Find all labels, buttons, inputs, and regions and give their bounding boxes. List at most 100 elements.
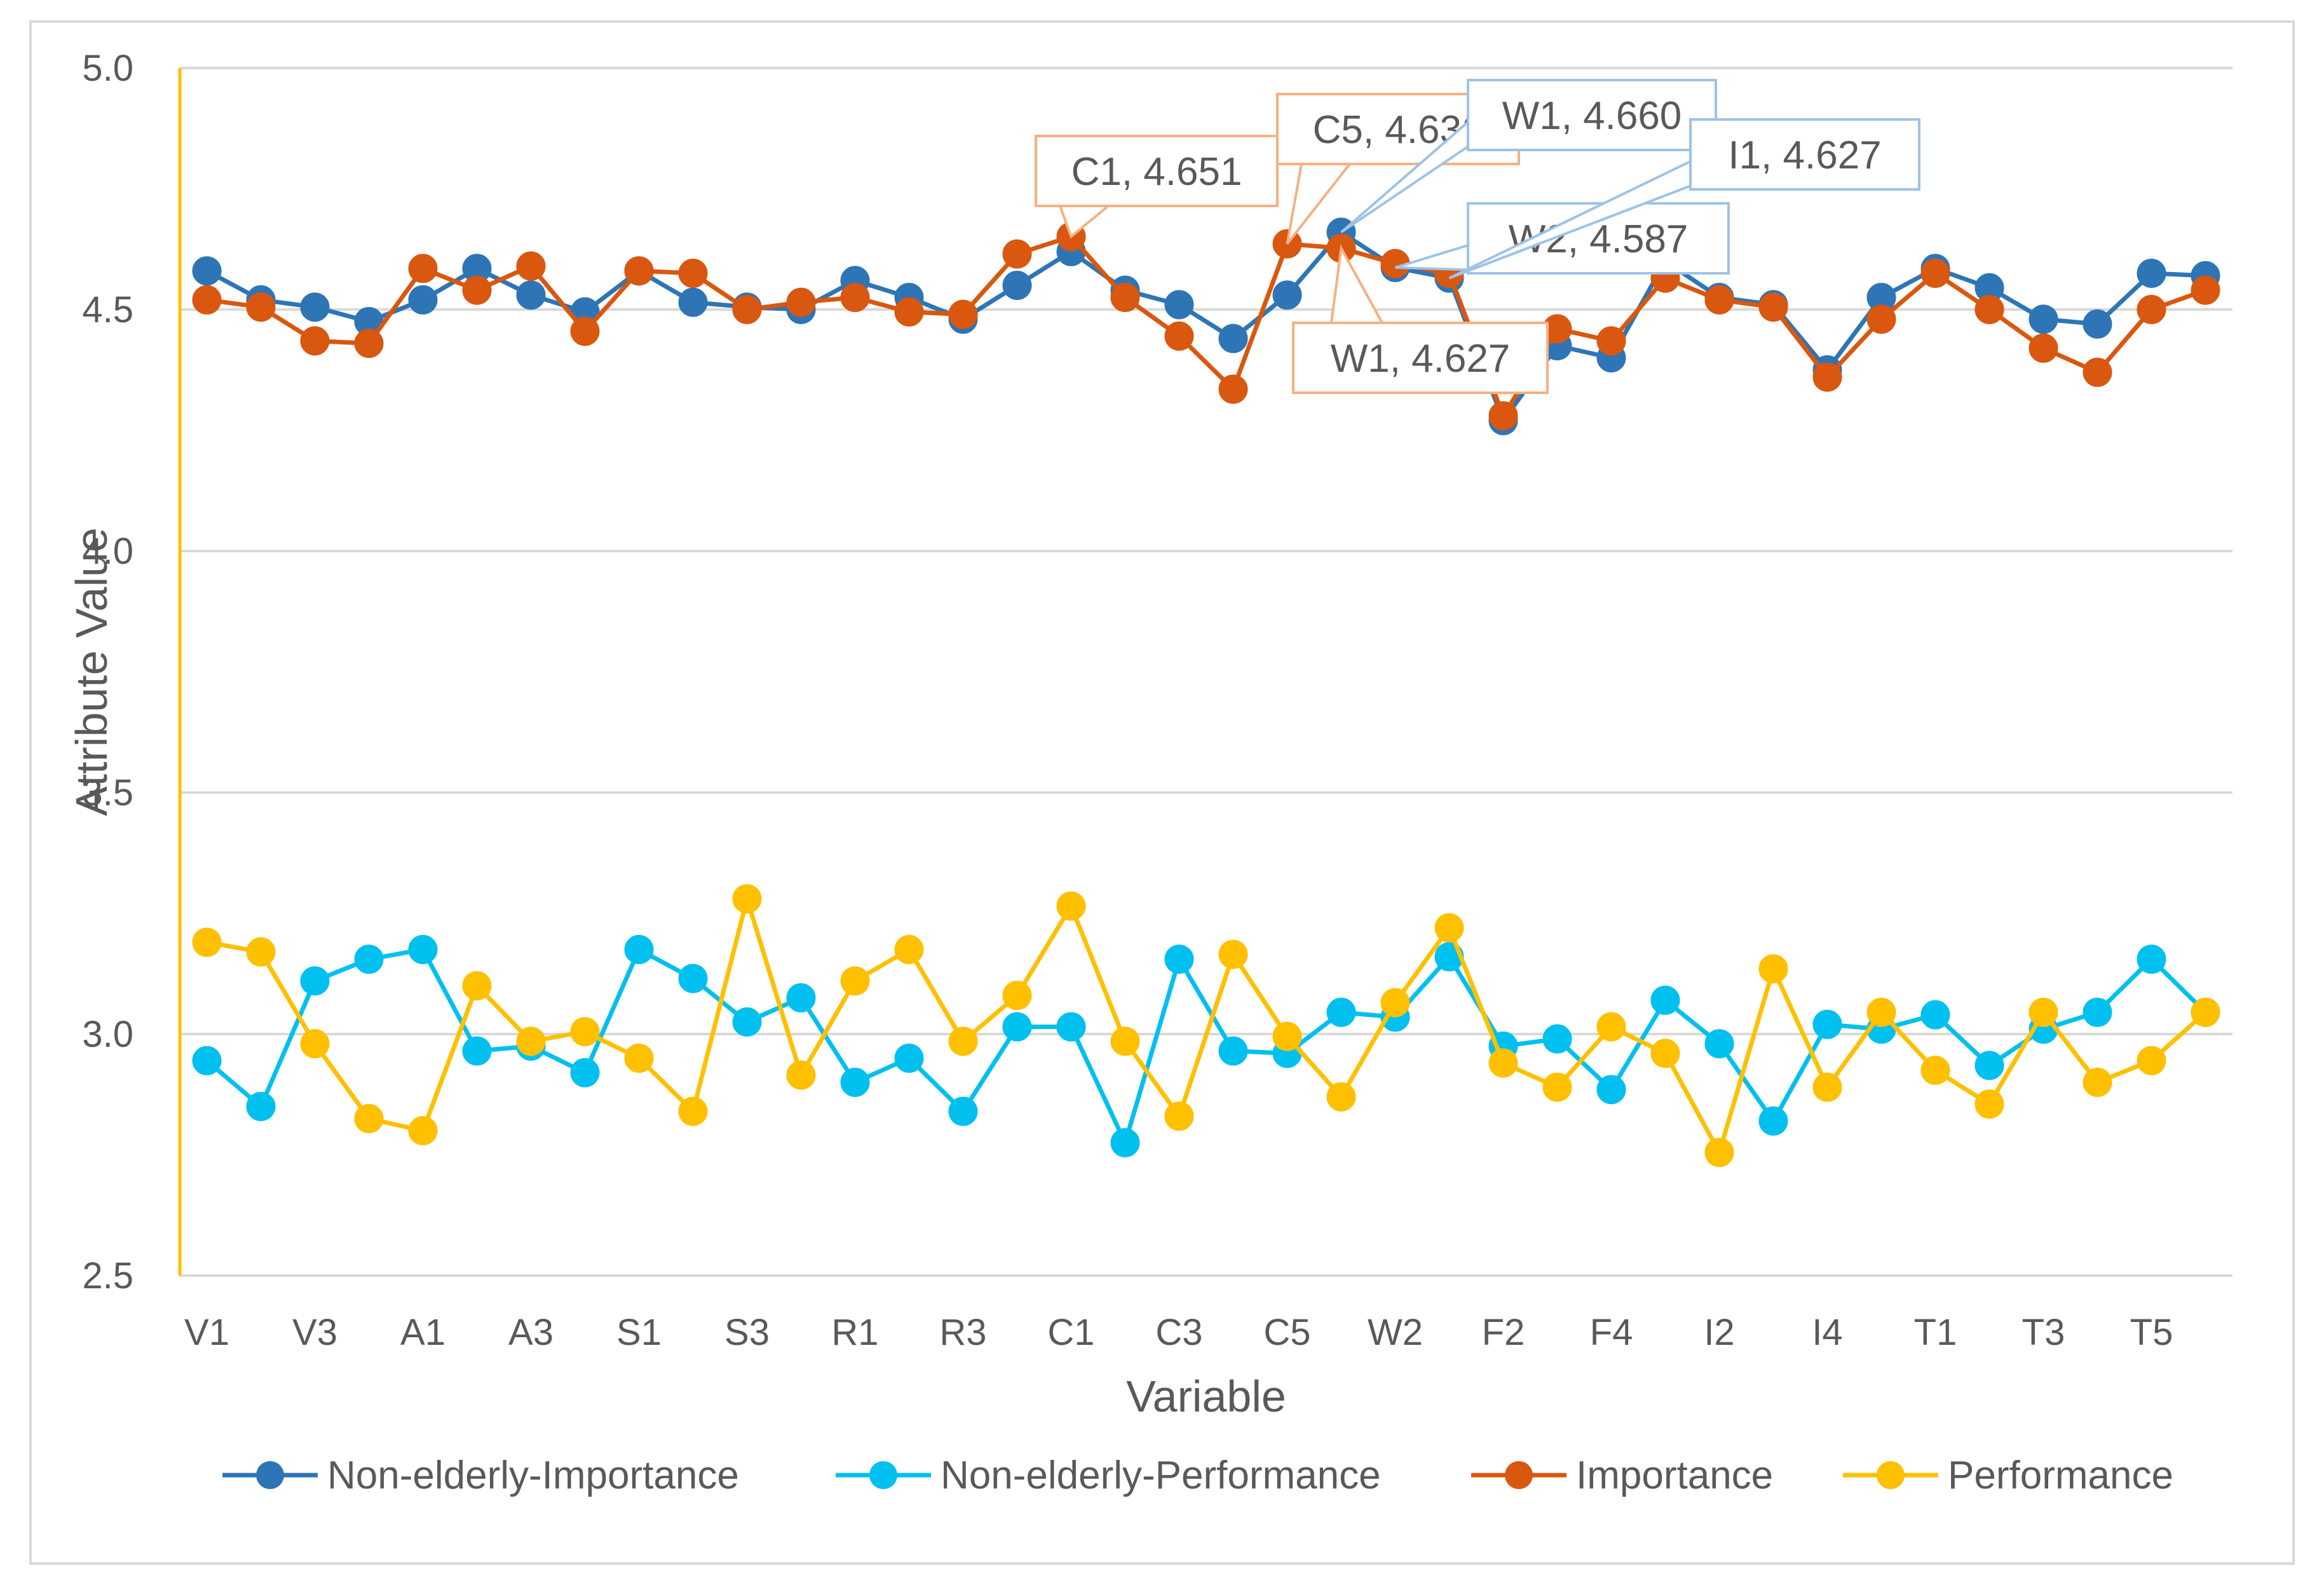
data-point-importance [462,275,492,305]
legend-label: Non-elderly-Performance [941,1454,1381,1497]
legend: Non-elderly-Importance Non-elderly-Perfor… [222,1454,2173,1497]
data-point-non-elderly-importance [2137,259,2166,288]
data-point-non-elderly-performance [624,935,654,964]
callout-w1-4-627: W1, 4.627 [1292,244,1549,394]
data-point-importance [1704,285,1734,315]
callout-label: I1, 4.627 [1728,133,1881,177]
data-point-importance [1920,259,1950,288]
data-point-performance [624,1044,654,1073]
x-tick-label: A3 [508,1312,554,1353]
data-point-performance [462,971,492,1000]
data-point-performance [1002,981,1032,1011]
callout-box [1035,135,1279,207]
x-tick-label: W2 [1368,1312,1423,1353]
series-non-elderly-importance [192,217,2220,435]
data-point-importance [1164,321,1194,351]
data-point-non-elderly-performance [1704,1029,1734,1059]
data-point-performance [408,1116,438,1145]
data-point-importance [894,297,924,327]
x-tick-label: I2 [1704,1312,1734,1353]
data-point-non-elderly-performance [354,944,384,974]
callout-i1-4-627: I1, 4.627 [1448,118,1920,280]
x-tick-label: F2 [1482,1312,1525,1353]
data-point-non-elderly-performance [1974,1051,2004,1080]
data-point-non-elderly-importance [1218,324,1248,353]
series-line-performance [206,896,2207,1155]
data-point-importance [1218,374,1248,404]
callout-box [1689,118,1920,191]
y-tick-label: 2.5 [82,1255,133,1297]
callout-label: W1, 4.660 [1502,94,1682,138]
data-point-non-elderly-performance [1002,1012,1032,1042]
data-point-performance [1218,939,1248,969]
legend-label: Performance [1948,1454,2173,1497]
data-point-importance [300,326,330,356]
data-point-importance [1974,295,2004,324]
data-point-non-elderly-performance [1110,1128,1140,1157]
data-point-non-elderly-importance [1164,290,1194,320]
legend-swatch-marker [1877,1461,1905,1489]
data-point-importance [2137,295,2166,324]
legend-swatch-marker [1505,1461,1533,1489]
data-point-performance [948,1026,978,1056]
y-tick-label: 3.0 [82,1014,133,1055]
data-point-performance [1758,954,1788,984]
x-tick-label: A1 [400,1312,445,1353]
data-point-importance [246,292,276,322]
data-point-importance [1596,326,1626,356]
data-point-performance [1866,997,1896,1027]
data-point-non-elderly-performance [300,966,330,996]
data-point-non-elderly-performance [1812,1009,1842,1039]
y-tick-label: 5.0 [82,48,133,89]
data-point-performance [1650,1039,1680,1068]
data-point-performance [300,1029,330,1059]
x-tick-label: V1 [184,1312,229,1353]
data-point-non-elderly-importance [516,280,546,310]
callout-w1-4-660: W1, 4.660 [1340,79,1717,234]
y-axis-title: Attribute Value [67,528,116,816]
callout-box [1292,322,1549,394]
data-point-importance [678,259,708,288]
data-point-non-elderly-performance [2137,944,2166,974]
legend-label: Importance [1576,1454,1773,1497]
data-point-non-elderly-importance [2028,304,2058,334]
x-tick-label: C1 [1047,1312,1094,1353]
data-point-importance [2028,333,2058,363]
data-point-performance [1056,891,1086,921]
data-point-importance [948,299,978,329]
data-point-performance [1812,1072,1842,1102]
series-line-non-elderly-performance [205,947,2207,1145]
data-point-performance [1434,913,1464,943]
data-point-non-elderly-importance [300,292,330,322]
chart-frame: 2.5 3.0 3.5 4.0 4.5 5.0 V1 V3 A1 A3 S1 S3 R1 R3 C1 C3 C5… [29,20,2295,1565]
data-point-performance [2137,1046,2166,1075]
data-point-non-elderly-performance [1758,1106,1788,1136]
gridlines [180,67,2232,1277]
callout-box [1467,79,1717,151]
data-point-non-elderly-performance [678,964,708,993]
x-tick-label: T5 [2130,1312,2173,1353]
callout-w2-4-587: W2, 4.587 [1394,202,1730,275]
x-tick-label: T3 [2022,1312,2065,1353]
series-performance [192,884,2220,1168]
data-point-importance [840,283,870,312]
data-point-performance [1380,988,1410,1018]
data-point-non-elderly-performance [894,1044,924,1073]
x-tick-label: V3 [292,1312,337,1353]
x-tick-label: S1 [616,1312,662,1353]
data-point-performance [678,1096,708,1126]
data-point-non-elderly-performance [570,1058,600,1087]
legend-swatch-marker [256,1461,284,1489]
data-point-performance [1596,1012,1626,1042]
data-point-importance [354,329,384,358]
y-tick-label: 4.5 [82,289,133,330]
data-point-importance [570,317,600,346]
callout-c5-4-636: C5, 4.636 [1276,93,1520,245]
x-axis-title: Variable [1126,1372,1286,1421]
data-point-non-elderly-performance [192,1046,222,1075]
data-point-importance [516,251,546,281]
data-point-performance [1272,1021,1302,1051]
data-point-non-elderly-importance [2083,309,2112,339]
data-point-importance [732,295,762,324]
data-point-non-elderly-performance [1920,1000,1950,1030]
